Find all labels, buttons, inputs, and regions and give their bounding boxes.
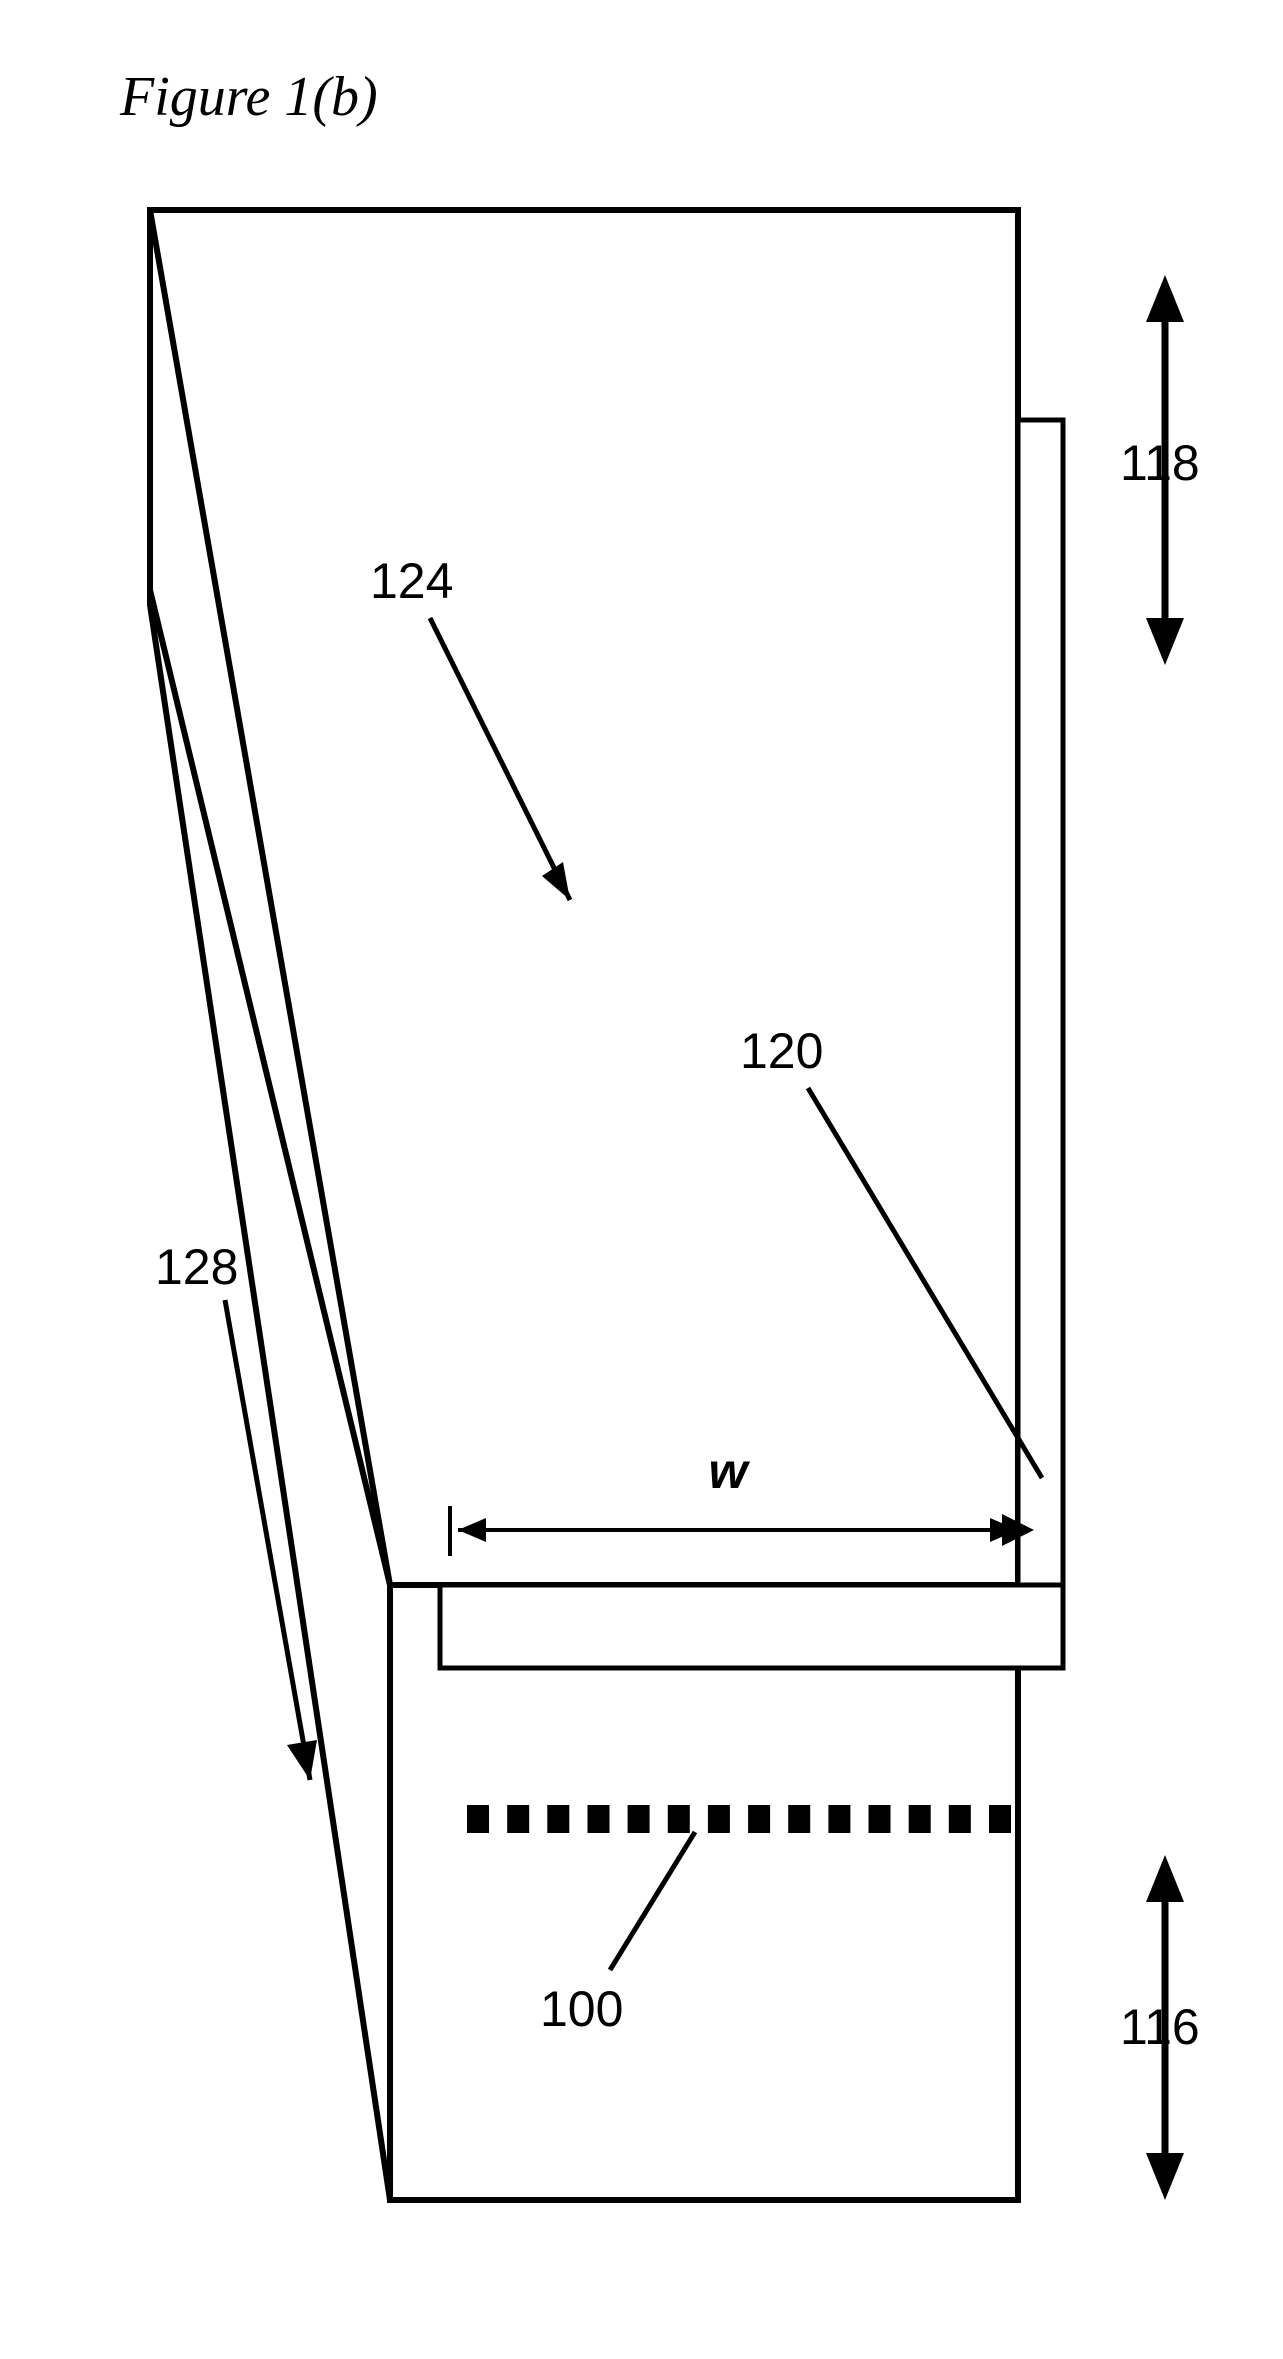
grating-dash (949, 1805, 971, 1833)
grating-dash (547, 1805, 569, 1833)
grating-dash (748, 1805, 770, 1833)
callout-124: 124 (370, 553, 570, 900)
callout-124-text: 124 (370, 553, 453, 609)
callout-128-text: 128 (155, 1239, 238, 1295)
callout-120-text: 120 (740, 1023, 823, 1079)
grating-dash (588, 1805, 610, 1833)
arrow-116-text: 116 (1120, 1999, 1200, 2055)
arrow-118: 118 (1120, 275, 1200, 665)
arrow-116: 116 (1120, 1855, 1200, 2200)
grating-dash (989, 1805, 1011, 1833)
grating-dash (668, 1805, 690, 1833)
ridge-top (440, 420, 1063, 1585)
width-dimension: w (450, 1443, 1018, 1556)
dim-w-label: w (709, 1443, 751, 1499)
callout-100: 100 (540, 1832, 695, 2037)
callout-100-text: 100 (540, 1981, 623, 2037)
grating-dashes (467, 1805, 1011, 1833)
substrate-top (150, 210, 1018, 1585)
grating-dash (828, 1805, 850, 1833)
grating-dash (909, 1805, 931, 1833)
grating-dash (708, 1805, 730, 1833)
ridge-front (440, 1585, 1063, 1668)
grating-dash (507, 1805, 529, 1833)
substrate-front (390, 1585, 1018, 2200)
grating-dash (628, 1805, 650, 1833)
ridge-side (1018, 420, 1063, 1585)
grating-dash (467, 1805, 489, 1833)
grating-dash (788, 1805, 810, 1833)
patent-figure: w 128 124 120 100 118 116 (0, 0, 1283, 2359)
substrate-side (150, 210, 390, 2200)
arrow-118-text: 118 (1120, 435, 1200, 491)
callout-120: 120 (740, 1023, 1042, 1478)
grating-dash (869, 1805, 891, 1833)
callout-128: 128 (155, 1239, 317, 1780)
